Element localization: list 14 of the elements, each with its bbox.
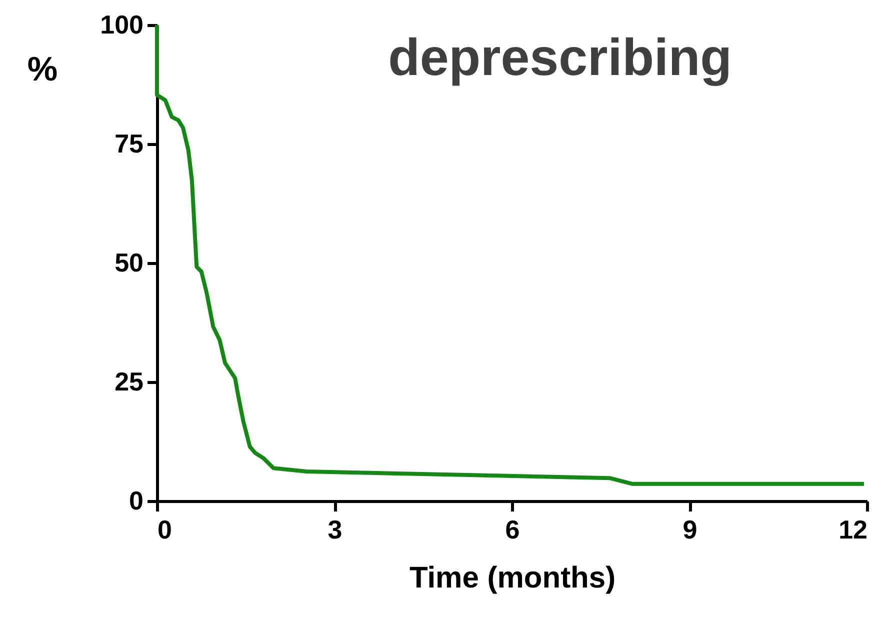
x-axis-title: Time (months) (409, 562, 616, 594)
y-tick-label: 25 (114, 366, 144, 396)
x-tick-label: 6 (505, 514, 520, 544)
y-tick-label: 0 (129, 486, 144, 516)
line-series (155, 23, 866, 486)
x-tick-label: 9 (682, 514, 698, 544)
x-tick-label: 3 (328, 514, 342, 544)
y-axis-title: % (27, 50, 58, 88)
y-tick-label: 75 (114, 128, 144, 158)
x-tick-label: 12 (838, 514, 868, 544)
y-tick-label: 100 (100, 10, 144, 40)
y-tick-label: 50 (114, 248, 144, 278)
chart-title: deprescribing (388, 29, 732, 87)
x-tick-label: 0 (158, 514, 172, 544)
